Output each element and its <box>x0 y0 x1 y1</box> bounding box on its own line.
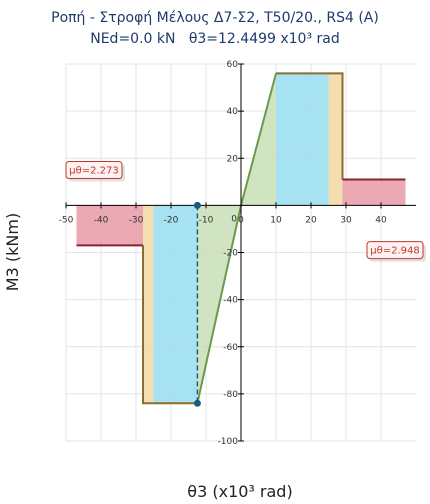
x-tick-label: 0 <box>238 215 244 225</box>
y-tick-label: -80 <box>223 390 238 400</box>
y-tick-label-zero: 0 <box>231 214 237 224</box>
ductility-annotation: μθ=2.948 <box>370 246 420 257</box>
y-tick-label: 20 <box>227 154 239 164</box>
chart-title: Ροπή - Στροφή Μέλους Δ7-Σ2, T50/20., RS4… <box>51 10 379 26</box>
positive-elastic-line <box>240 73 277 206</box>
positive-ls-zone <box>328 73 343 206</box>
negative-io-zone <box>153 205 198 404</box>
chart-subtitle: NEd=0.0 kN θ3=12.4499 x10³ rad <box>90 31 340 47</box>
positive-io-zone <box>276 73 329 206</box>
y-tick-label: -40 <box>223 296 238 306</box>
negative-plateau-line <box>142 245 198 405</box>
ductility-annotation: μθ=2.273 <box>69 166 119 177</box>
y-tick-label: 60 <box>227 60 239 70</box>
x-tick-label: -50 <box>59 215 74 225</box>
x-tick-label: 20 <box>305 215 317 225</box>
x-tick-label: -40 <box>94 215 109 225</box>
x-tick-label: -30 <box>129 215 144 225</box>
negative-cp-zone <box>76 205 143 246</box>
positive-plateau-line <box>276 72 344 180</box>
x-tick-label: -10 <box>199 215 214 225</box>
negative-elastic-line <box>196 205 242 404</box>
y-tick-label: -20 <box>223 249 238 259</box>
positive-cp-zone <box>342 179 406 206</box>
x-tick-label: 10 <box>270 215 282 225</box>
ductility-annotation-box <box>65 161 123 180</box>
x-tick-label: 30 <box>340 215 352 225</box>
current-point-top <box>193 201 201 209</box>
y-tick-label: 40 <box>227 107 239 117</box>
x-tick-label: 40 <box>375 215 387 225</box>
ductility-annotation-box <box>366 241 424 260</box>
x-axis-label: θ3 (x10³ rad) <box>187 482 292 501</box>
y-axis-label: M3 (kNm) <box>3 213 22 291</box>
plot-area: -50 -40 -30 -20 -10 0 10 20 30 40604020-20-40-60-… <box>59 60 426 447</box>
x-tick-label: -20 <box>164 215 179 225</box>
y-tick-label: -60 <box>223 343 238 353</box>
negative-ls-zone <box>143 205 154 404</box>
current-point-bottom <box>193 399 201 407</box>
y-tick-label: -100 <box>218 437 239 447</box>
